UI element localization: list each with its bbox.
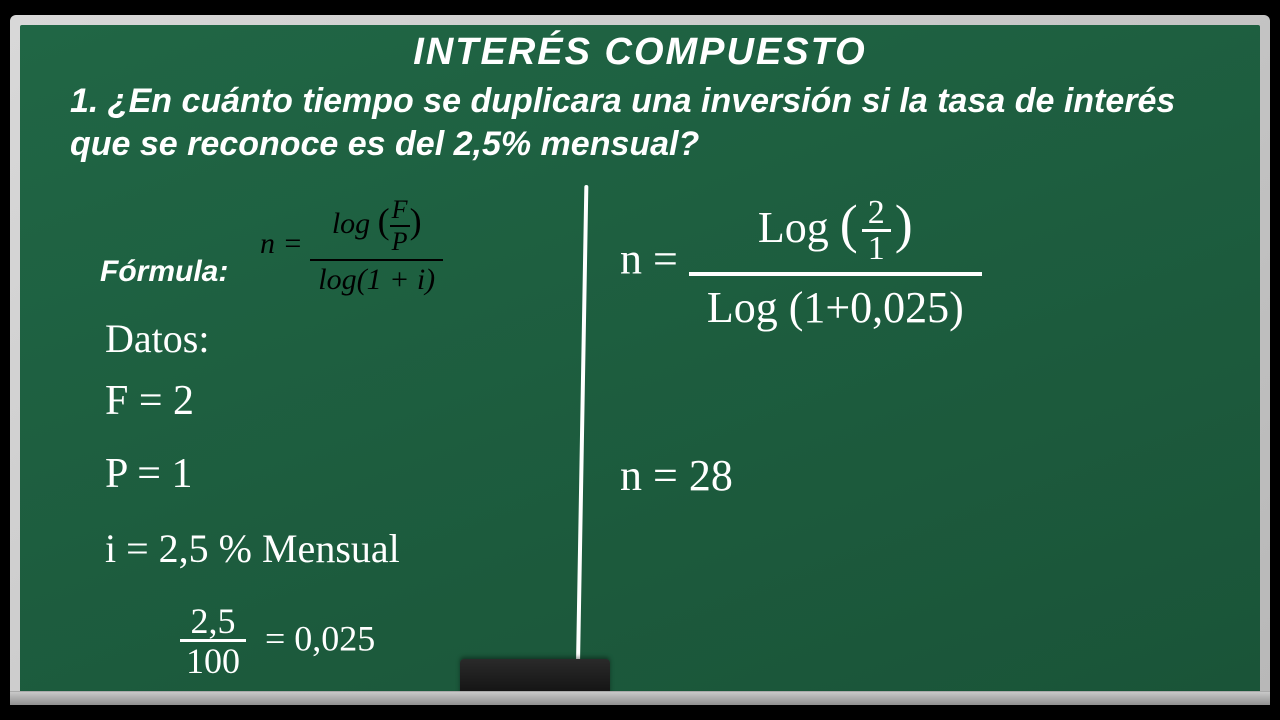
formula-inner-num: F <box>390 195 410 227</box>
datos-p: P = 1 <box>105 450 193 498</box>
datos-i: i = 2,5 % Mensual <box>105 525 400 572</box>
solution-step-1: n = Log ( 2 1 ) Log (1+0,025) <box>620 195 982 332</box>
formula-label: Fórmula: <box>100 255 228 289</box>
formula-fraction: log ( F P ) log(1 + i) <box>310 195 443 297</box>
vertical-divider <box>576 185 589 685</box>
whiteboard-frame: INTERÉS COMPUESTO 1. ¿En cuánto tiempo s… <box>10 15 1270 705</box>
conv-den: 100 <box>180 642 246 682</box>
conv-result: = 0,025 <box>265 619 375 659</box>
rhs1-inner-num: 2 <box>862 198 891 232</box>
rhs1-inner-fraction: 2 1 <box>862 198 891 266</box>
conversion-fraction: 2,5 100 <box>180 603 246 682</box>
formula-denominator: log(1 + i) <box>310 261 443 297</box>
formula-expression: n = log ( F P ) log(1 + i) <box>260 195 443 297</box>
formula-lhs: n = <box>260 227 303 260</box>
chalkboard: INTERÉS COMPUESTO 1. ¿En cuánto tiempo s… <box>20 25 1260 695</box>
board-tray <box>10 691 1270 705</box>
formula-log-top: log <box>332 207 370 240</box>
formula-inner-den: P <box>390 227 410 257</box>
rhs1-denominator: Log (1+0,025) <box>689 276 982 332</box>
solution-result: n = 28 <box>620 450 733 501</box>
rhs1-fraction: Log ( 2 1 ) Log (1+0,025) <box>689 195 982 332</box>
board-title: INTERÉS COMPUESTO <box>20 25 1260 74</box>
board-eraser <box>460 659 610 695</box>
datos-label: Datos: <box>105 315 209 362</box>
rhs1-lhs: n = <box>620 235 678 284</box>
rhs1-log-top: Log <box>758 203 829 252</box>
conv-num: 2,5 <box>180 603 246 642</box>
problem-question: 1. ¿En cuánto tiempo se duplicara una in… <box>20 74 1260 165</box>
datos-conversion: 2,5 100 = 0,025 <box>180 603 375 682</box>
rhs1-inner-den: 1 <box>862 232 891 266</box>
datos-f: F = 2 <box>105 377 194 425</box>
formula-inner-fraction: F P <box>390 195 410 257</box>
